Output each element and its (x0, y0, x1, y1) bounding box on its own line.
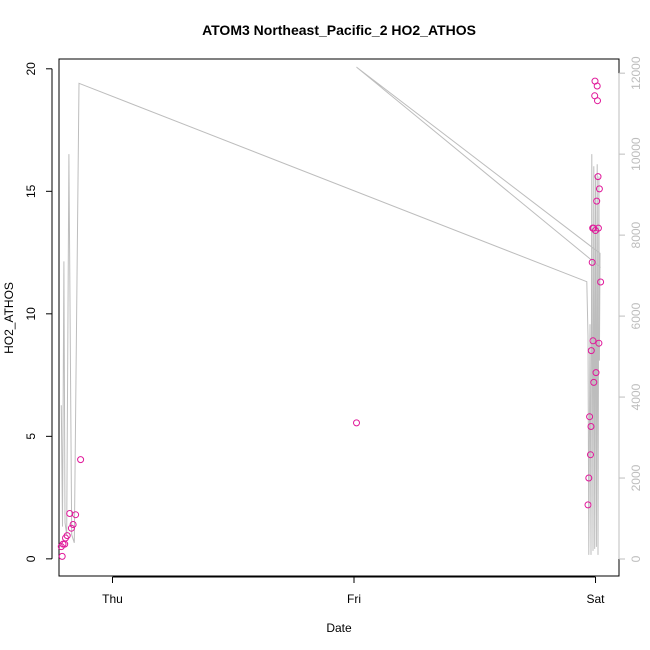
data-point (594, 173, 602, 181)
data-point (593, 82, 601, 90)
data-point (58, 552, 66, 560)
data-point (77, 456, 85, 464)
y2-tick-label: 0 (629, 555, 643, 562)
y2-tick-label: 6000 (629, 302, 643, 329)
data-point (594, 97, 601, 105)
x-tick-label: Sat (587, 592, 606, 606)
data-point (592, 369, 600, 377)
data-point (67, 524, 75, 532)
y2-tick-label: 8000 (629, 221, 643, 248)
y-tick-label: 15 (24, 184, 38, 198)
data-point (584, 501, 592, 509)
data-point (595, 339, 603, 347)
y-tick-label: 10 (24, 307, 38, 321)
data-point (72, 511, 80, 519)
data-point (585, 474, 593, 482)
data-point (63, 532, 71, 540)
point-series-layer (57, 77, 605, 560)
data-point (594, 224, 602, 232)
data-point (595, 185, 603, 193)
y-tick-label: 20 (24, 62, 38, 76)
x-axis-label: Date (326, 621, 352, 635)
data-point (586, 413, 594, 421)
axes-layer: 0 5 10 15 20 0 2000 4000 6000 8000 10000 12000 Thu Fr… (24, 56, 643, 606)
data-point (597, 278, 605, 286)
x-tick-label: Thu (102, 592, 123, 606)
data-point (69, 521, 77, 528)
x-tick-label: Fri (347, 592, 361, 606)
chart-title: ATOM3 Northeast_Pacific_2 HO2_ATHOS (202, 22, 476, 38)
y-axis-label: HO2_ATHOS (2, 282, 16, 354)
data-point (588, 258, 596, 266)
data-point (587, 423, 595, 430)
y2-tick-label: 2000 (629, 464, 643, 491)
y2-tick-label: 4000 (629, 383, 643, 410)
data-point (593, 197, 601, 205)
data-point (353, 419, 360, 427)
series-line (60, 66, 601, 555)
data-point (587, 451, 594, 459)
y-tick-label: 0 (24, 555, 38, 562)
y-tick-label: 5 (24, 433, 38, 440)
data-point (587, 347, 595, 355)
y2-tick-label: 12000 (629, 56, 643, 90)
data-point (590, 378, 598, 386)
data-point (589, 337, 597, 345)
y2-tick-label: 10000 (629, 137, 643, 171)
line-series-layer (60, 66, 601, 555)
